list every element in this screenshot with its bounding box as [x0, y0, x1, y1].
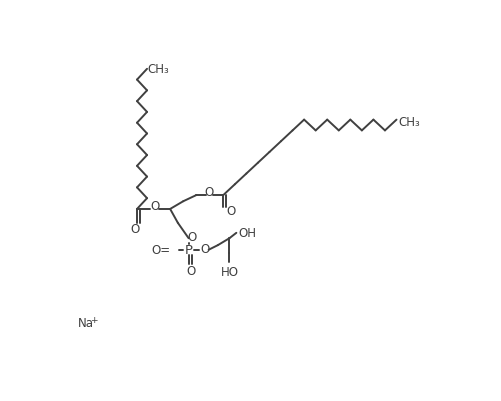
Text: Na: Na — [78, 317, 94, 330]
Text: O: O — [200, 242, 209, 255]
Text: O: O — [131, 223, 140, 236]
Text: CH₃: CH₃ — [147, 63, 169, 76]
Text: O: O — [150, 200, 159, 213]
Text: HO: HO — [220, 265, 238, 278]
Text: O: O — [186, 264, 195, 277]
Text: O: O — [226, 205, 235, 217]
Text: O: O — [188, 231, 197, 243]
Text: OH: OH — [238, 227, 256, 240]
Text: +: + — [90, 315, 98, 324]
Text: CH₃: CH₃ — [398, 115, 420, 128]
Text: O=: O= — [152, 244, 171, 257]
Text: O: O — [205, 186, 214, 199]
Text: P: P — [184, 244, 192, 257]
